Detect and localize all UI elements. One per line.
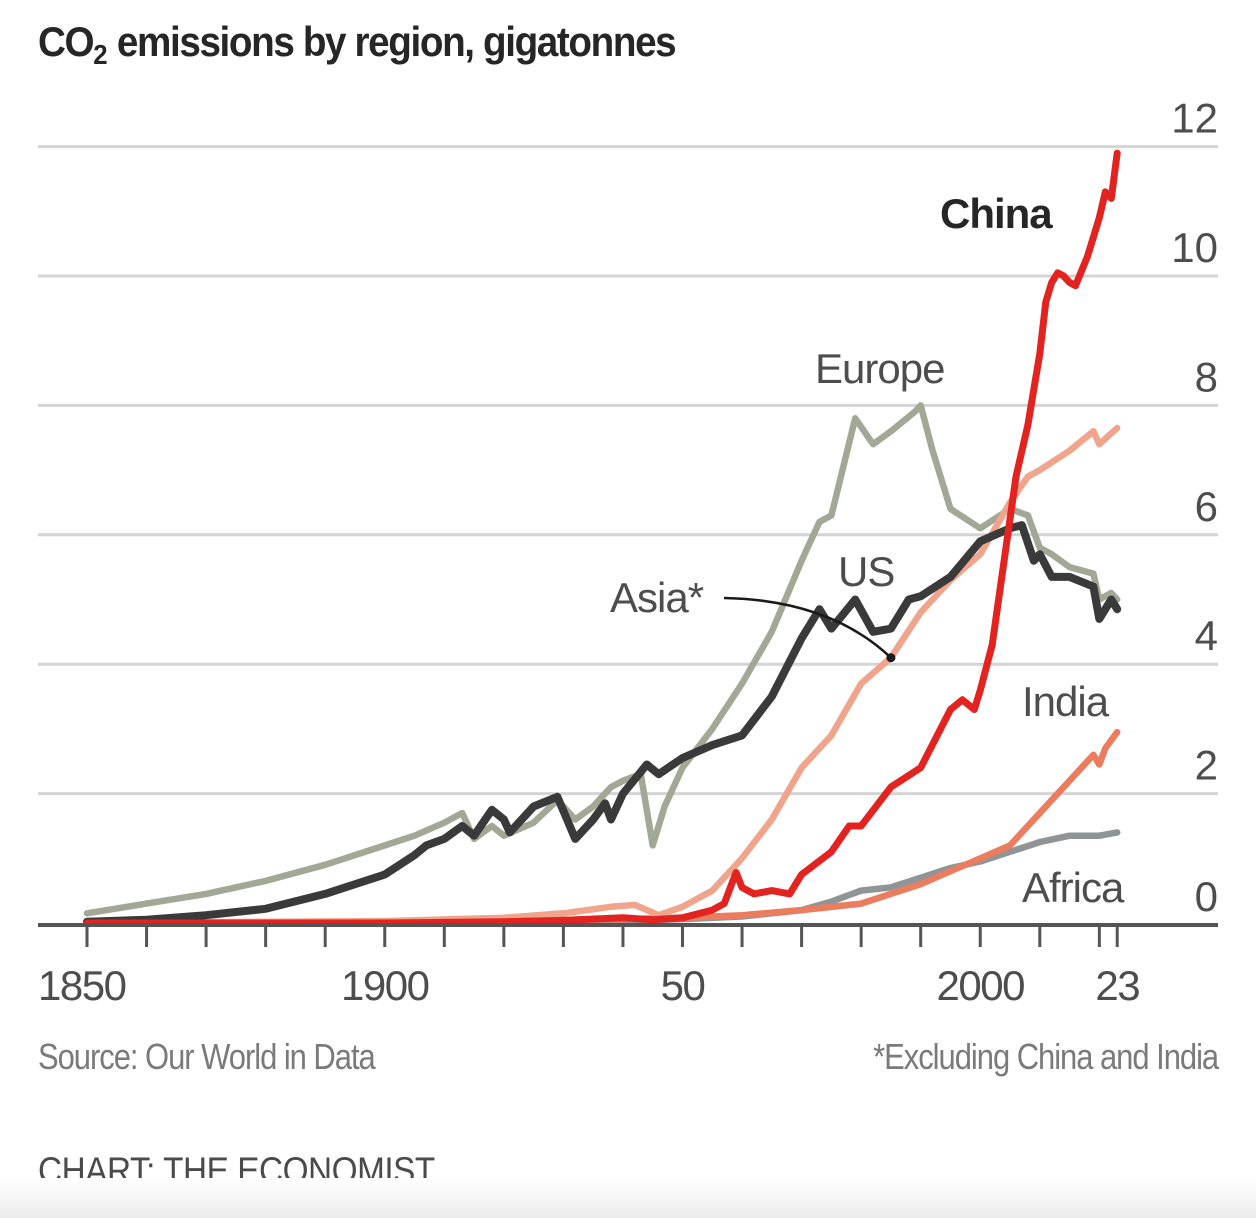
footer-shade xyxy=(0,1178,1256,1218)
source-note: Source: Our World in Data xyxy=(38,1036,376,1077)
y-tick-label: 8 xyxy=(1195,353,1218,400)
y-tick-label: 0 xyxy=(1195,873,1218,920)
y-tick-label: 12 xyxy=(1171,95,1218,142)
gridlines xyxy=(38,145,1218,796)
footnote: *Excluding China and India xyxy=(873,1036,1219,1077)
y-tick-label: 6 xyxy=(1195,483,1218,530)
asia-leader-line xyxy=(723,596,892,659)
chart-title: CO2 emissions by region, gigatonnes xyxy=(38,18,677,71)
y-axis-labels: 0 2 4 6 8 10 12 xyxy=(1171,95,1218,920)
y-tick-label: 10 xyxy=(1171,224,1218,271)
title-rest: emissions by region, gigatonnes xyxy=(107,18,677,65)
label-asia: Asia* xyxy=(610,574,704,621)
title-subscript: 2 xyxy=(93,39,108,70)
asia-leader-dot xyxy=(886,653,896,663)
series-lines xyxy=(83,149,1122,927)
label-us: US xyxy=(838,548,894,595)
title-main: CO xyxy=(38,18,95,65)
series-line-china xyxy=(83,149,1121,927)
label-china: China xyxy=(940,190,1053,237)
series-line-europe xyxy=(83,402,1121,917)
label-africa: Africa xyxy=(1022,864,1125,911)
x-tick-label: 50 xyxy=(661,962,705,1009)
y-tick-label: 2 xyxy=(1195,742,1218,789)
label-europe: Europe xyxy=(815,345,944,392)
x-tick-label: 23 xyxy=(1095,962,1139,1009)
label-india: India xyxy=(1022,678,1110,725)
x-tick-label: 1850 xyxy=(38,962,126,1009)
series-line-us xyxy=(83,521,1122,926)
x-axis: 1850 1900 50 2000 23 xyxy=(38,923,1218,1009)
series-line-india xyxy=(83,728,1121,927)
annotations: China Europe US Asia* India Africa xyxy=(610,190,1126,911)
x-tick-label: 2000 xyxy=(937,962,1025,1009)
series-line-asia xyxy=(83,424,1121,927)
x-tick-label: 1900 xyxy=(341,962,429,1009)
y-tick-label: 4 xyxy=(1195,612,1218,659)
